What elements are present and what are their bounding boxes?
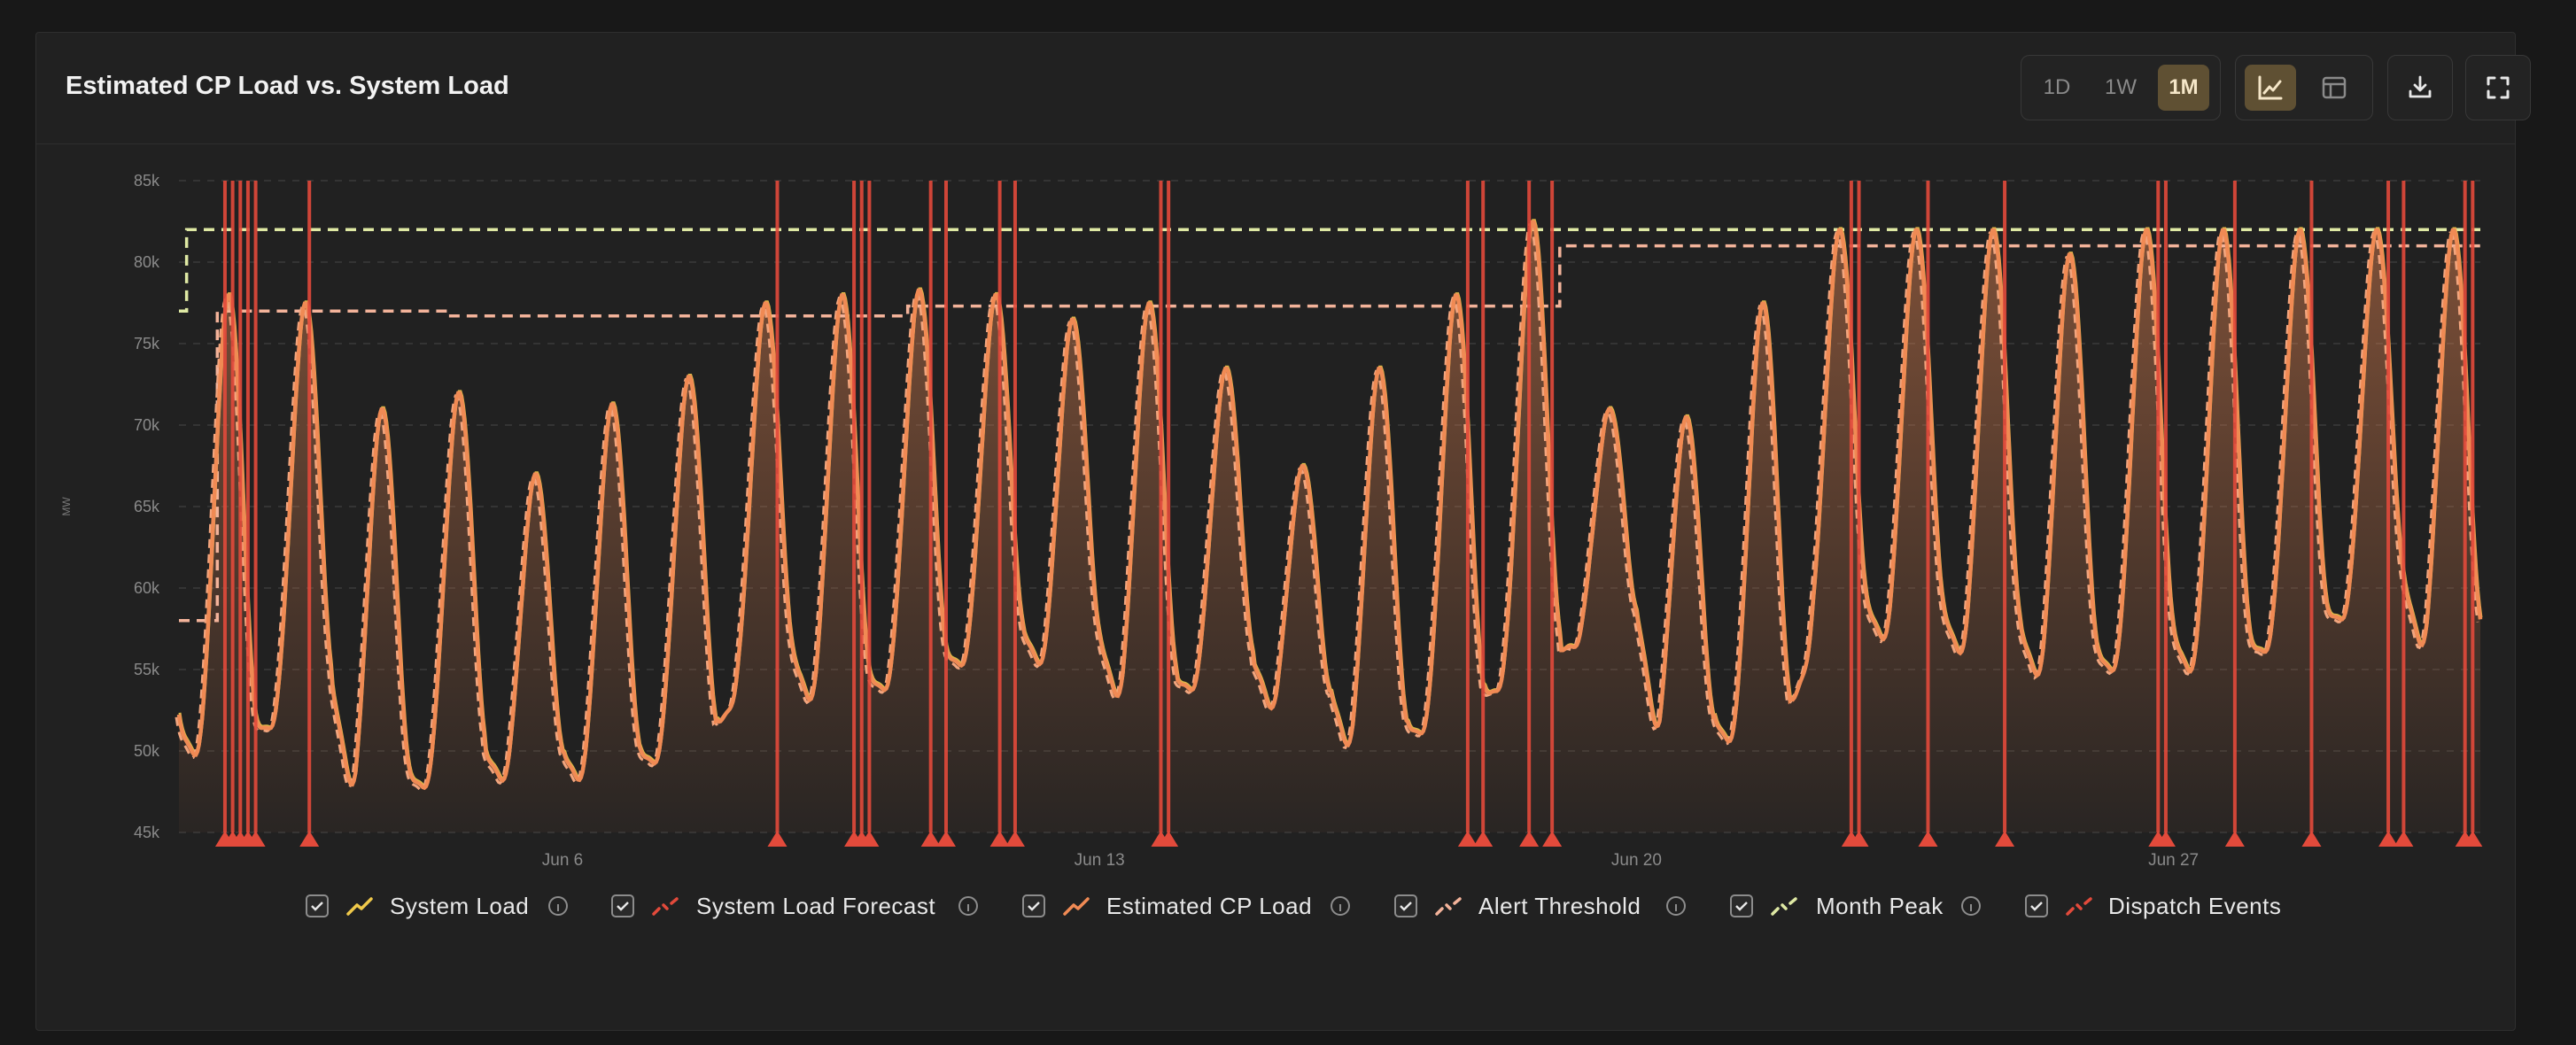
y-axis-label: MW: [60, 497, 73, 516]
line-solid-icon: [346, 897, 373, 916]
y-tick-label: 60k: [134, 579, 160, 597]
fullscreen-icon: [2487, 76, 2510, 99]
dispatch-event-marker: [299, 831, 320, 847]
y-tick-label: 55k: [134, 661, 160, 678]
info-icon[interactable]: [1666, 896, 1686, 916]
view-mode-selector: [2235, 55, 2373, 120]
line-chart-icon: [2258, 75, 2283, 100]
dispatch-event-marker: [245, 831, 266, 847]
dispatch-event-marker: [1849, 831, 1869, 847]
dispatch-event-marker: [989, 831, 1010, 847]
dispatch-event-marker: [767, 831, 788, 847]
dispatch-event-marker: [1005, 831, 1025, 847]
info-icon[interactable]: [1331, 896, 1350, 916]
x-tick-label: Jun 13: [1075, 851, 1125, 870]
y-tick-label: 65k: [134, 498, 160, 515]
dispatch-event-marker: [1473, 831, 1494, 847]
line-dashed-icon: [2066, 897, 2092, 916]
y-tick-label: 50k: [134, 742, 160, 760]
x-tick-label: Jun 6: [542, 851, 583, 870]
checkbox[interactable]: [306, 894, 329, 917]
line-dashed-icon: [652, 897, 679, 916]
line-solid-icon: [1063, 897, 1090, 916]
legend-label: Dispatch Events: [2108, 893, 2282, 919]
dispatch-event-marker: [859, 831, 880, 847]
chart-title: Estimated CP Load vs. System Load: [66, 72, 509, 100]
x-tick-label: Jun 27: [2148, 851, 2199, 870]
checkbox[interactable]: [1730, 894, 1753, 917]
y-tick-label: 75k: [134, 335, 160, 352]
y-tick-label: 70k: [134, 416, 160, 434]
dispatch-event-marker: [1542, 831, 1563, 847]
info-icon[interactable]: [958, 896, 978, 916]
download-button[interactable]: [2387, 55, 2453, 120]
range-1m-button[interactable]: 1M: [2158, 65, 2209, 111]
legend-label: System Load Forecast: [696, 893, 936, 919]
dispatch-event-marker: [2378, 831, 2399, 847]
time-range-selector: 1D 1W 1M: [2021, 55, 2221, 120]
range-1w-button[interactable]: 1W: [2105, 75, 2137, 99]
y-tick-label: 85k: [134, 172, 160, 190]
checkbox[interactable]: [1394, 894, 1417, 917]
dispatch-event-marker: [1995, 831, 2015, 847]
dispatch-event-marker: [1457, 831, 1478, 847]
checkbox[interactable]: [611, 894, 634, 917]
dispatch-event-marker: [2155, 831, 2176, 847]
checkbox[interactable]: [1022, 894, 1045, 917]
y-tick-label: 45k: [134, 824, 160, 841]
load-chart: MW 45k 50k 55k 60k 65k 70k 75k 80k 85k Jun 6 Jun 1…: [60, 172, 2483, 870]
legend-label: Month Peak: [1816, 893, 1944, 919]
dispatch-event-marker: [1918, 831, 1938, 847]
legend-label: System Load: [390, 893, 530, 919]
dispatch-event-marker: [2224, 831, 2245, 847]
dispatch-event-marker: [936, 831, 956, 847]
chart-view-button[interactable]: [2245, 65, 2296, 111]
table-view-button[interactable]: [2308, 65, 2360, 111]
estimated-cp-load-line: [176, 220, 2483, 791]
fullscreen-button[interactable]: [2465, 55, 2531, 120]
dispatch-event-marker: [2301, 831, 2322, 847]
dispatch-event-marker: [920, 831, 941, 847]
dispatch-event-marker: [2394, 831, 2414, 847]
chart-legend: System Load System Load Forecast Estimat…: [0, 880, 2576, 933]
download-icon: [2409, 75, 2432, 98]
legend-label: Estimated CP Load: [1106, 893, 1313, 919]
info-icon[interactable]: [1961, 896, 1981, 916]
dispatch-event-marker: [1159, 831, 1179, 847]
x-tick-label: Jun 20: [1611, 851, 1662, 870]
line-dashed-icon: [1435, 897, 1462, 916]
line-dashed-icon: [1771, 897, 1797, 916]
dispatch-event-marker: [2463, 831, 2483, 847]
y-tick-label: 80k: [134, 253, 160, 271]
checkbox[interactable]: [2025, 894, 2048, 917]
range-1d-button[interactable]: 1D: [2043, 75, 2071, 99]
info-icon[interactable]: [548, 896, 568, 916]
dispatch-event-marker: [1519, 831, 1540, 847]
card-header: Estimated CP Load vs. System Load 1D 1W …: [36, 33, 2531, 144]
month-peak-line: [179, 228, 2480, 313]
table-icon: [2322, 76, 2347, 99]
legend-label: Alert Threshold: [1478, 893, 1641, 919]
system-load-forecast-line: [175, 223, 2479, 793]
